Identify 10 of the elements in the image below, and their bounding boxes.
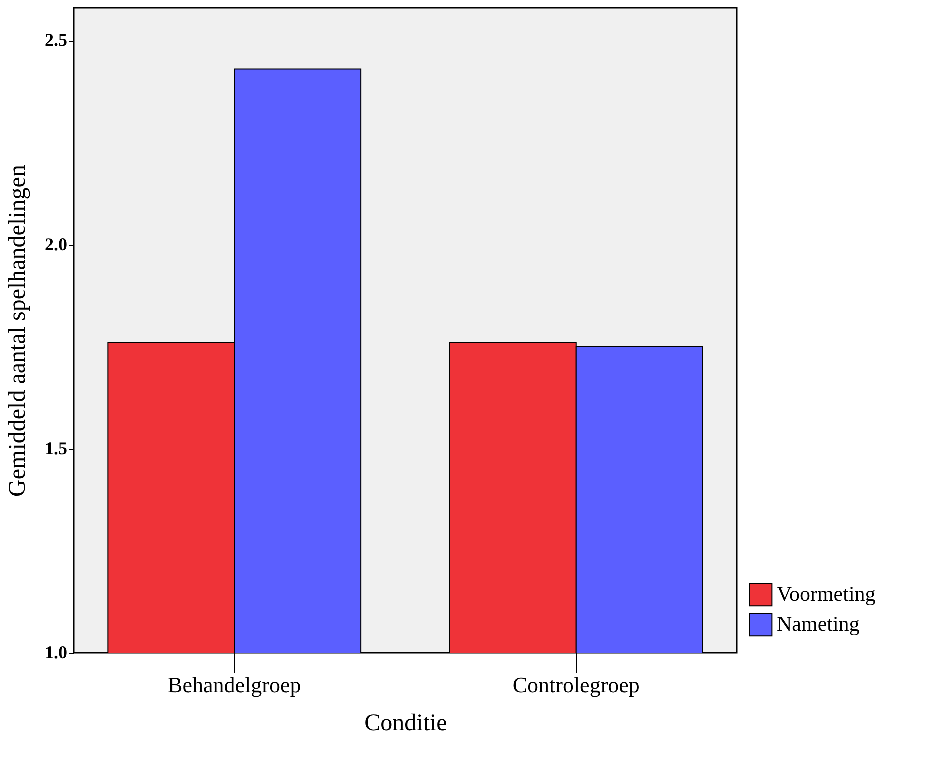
legend-label: Nameting bbox=[777, 612, 860, 636]
y-axis-title: Gemiddeld aantal spelhandelingen bbox=[5, 165, 31, 497]
legend-label: Voormeting bbox=[777, 582, 876, 606]
y-tick-label: 2.0 bbox=[45, 234, 68, 254]
y-tick-label: 2.5 bbox=[45, 30, 68, 50]
x-tick-label: Behandelgroep bbox=[168, 672, 302, 698]
x-axis-title: Conditie bbox=[364, 710, 448, 736]
y-tick-label: 1.0 bbox=[45, 642, 68, 662]
y-tick-label: 1.5 bbox=[45, 438, 68, 458]
x-tick-label: Controlegroep bbox=[512, 672, 640, 698]
